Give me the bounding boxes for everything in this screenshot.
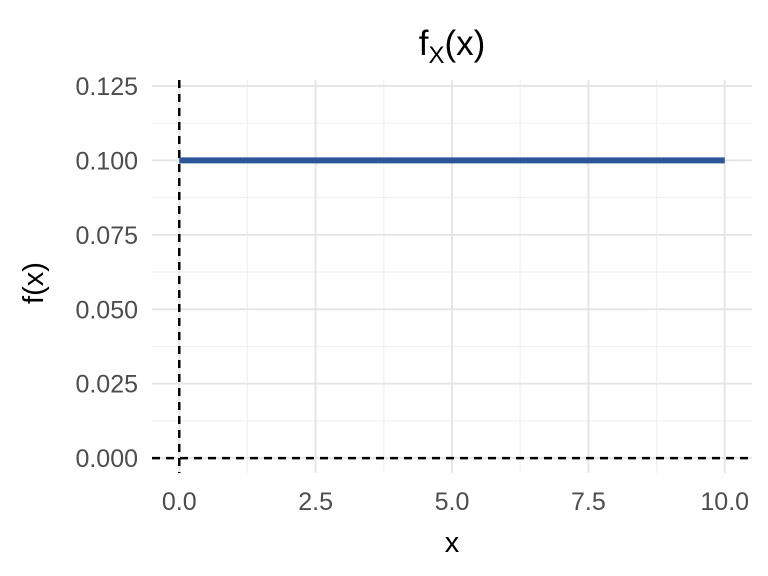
y-tick-label: 0.100: [75, 147, 138, 175]
y-tick-label: 0.050: [75, 296, 138, 324]
x-axis-ticks: 0.0 2.5 5.0 7.5 10.0: [162, 488, 749, 516]
y-tick-label: 0.075: [75, 222, 138, 250]
x-tick-label: 10.0: [700, 488, 749, 516]
x-tick-label: 2.5: [298, 488, 333, 516]
x-tick-label: 7.5: [571, 488, 606, 516]
y-tick-label: 0.025: [75, 371, 138, 399]
x-tick-label: 5.0: [435, 488, 470, 516]
y-axis-ticks: 0.000 0.025 0.050 0.075 0.100 0.125: [75, 73, 138, 473]
chart-title: fX(x): [419, 24, 486, 69]
x-axis-title: x: [445, 527, 460, 559]
major-gridlines: [152, 80, 752, 473]
x-tick-label: 0.0: [162, 488, 197, 516]
y-axis-title: f(x): [18, 262, 50, 304]
y-tick-label: 0.125: [75, 73, 138, 101]
reference-lines: [152, 80, 752, 473]
y-tick-label: 0.000: [75, 445, 138, 473]
